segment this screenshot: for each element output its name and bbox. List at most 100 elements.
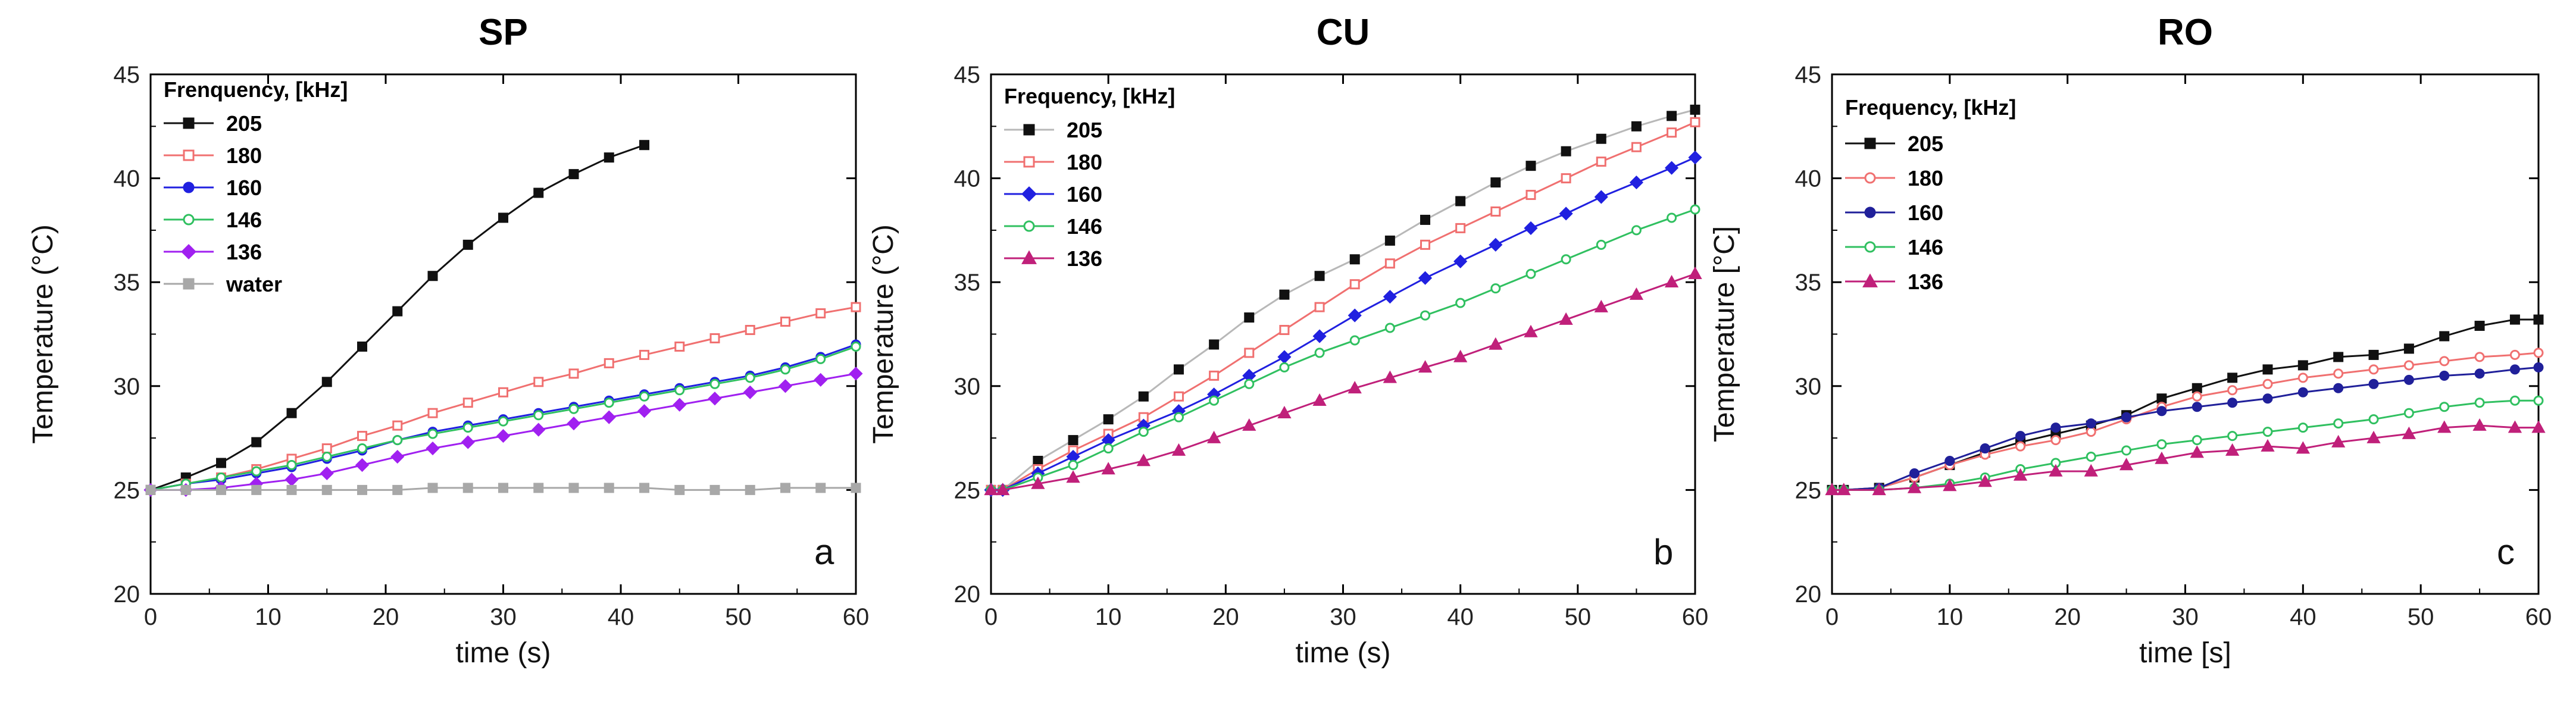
- y-tick-label: 45: [954, 62, 981, 88]
- legend-label: 136: [226, 240, 262, 264]
- data-point: [1314, 271, 1325, 281]
- data-point: [674, 385, 685, 396]
- series-205: [1827, 314, 2544, 495]
- data-point: [639, 349, 649, 360]
- data-point: [2472, 418, 2487, 431]
- data-point: [1349, 335, 1360, 346]
- data-point: [708, 392, 722, 406]
- data-point: [996, 483, 1010, 496]
- legend-title: Frequency, [kHz]: [1845, 95, 2016, 120]
- data-point: [568, 169, 579, 180]
- data-point: [427, 483, 438, 493]
- series-line: [991, 108, 1696, 491]
- data-point: [851, 341, 861, 352]
- data-point: [1490, 206, 1501, 217]
- data-point: [1173, 391, 1184, 402]
- legend-marker: [181, 244, 196, 259]
- legend: Frequency, [kHz] 205 180 160 146 136: [1845, 95, 2016, 294]
- data-point: [251, 437, 262, 447]
- data-point: [321, 443, 332, 454]
- data-point: [2439, 356, 2450, 367]
- data-point: [216, 458, 226, 468]
- data-point: [392, 435, 403, 446]
- chart-panel-sp: SP 0 10 20 30 40 50 60 20 25 30 35 40 45 time (s) Tempe…: [27, 12, 869, 669]
- data-point: [1909, 468, 1920, 478]
- legend-marker: [1023, 124, 1035, 136]
- y-tick-label: 45: [1795, 62, 1822, 88]
- data-point: [743, 385, 757, 399]
- y-axis-label: Temperature [°C]: [1709, 226, 1740, 442]
- legend-marker: [183, 117, 195, 129]
- data-point: [2015, 441, 2026, 452]
- legend-title: Frenquency, [kHz]: [164, 77, 348, 102]
- data-point: [2049, 464, 2063, 477]
- data-point: [780, 483, 790, 493]
- y-tick-label: 20: [954, 581, 981, 608]
- data-point: [2333, 352, 2344, 362]
- legend-marker: [183, 214, 195, 226]
- data-point: [1490, 177, 1501, 188]
- data-point: [427, 428, 438, 439]
- y-tick-label: 30: [114, 374, 140, 400]
- data-point: [780, 364, 790, 375]
- series-line: [1832, 399, 2539, 491]
- x-tick-label: 20: [1212, 604, 1239, 630]
- y-tick-label: 35: [114, 270, 140, 296]
- data-point: [604, 483, 614, 493]
- data-point: [745, 484, 755, 495]
- data-point: [709, 484, 720, 495]
- data-point: [2403, 343, 2414, 354]
- data-point: [2296, 441, 2310, 454]
- x-tick-label: 50: [2408, 604, 2434, 630]
- data-point: [2474, 321, 2485, 331]
- data-point: [1383, 370, 1398, 383]
- data-point: [2297, 422, 2308, 433]
- data-point: [1594, 190, 1608, 204]
- data-point: [216, 472, 226, 483]
- x-tick-label: 40: [608, 604, 634, 630]
- legend-marker: [183, 149, 195, 161]
- data-point: [639, 140, 649, 151]
- legend-marker: [1864, 206, 1876, 218]
- data-point: [390, 449, 405, 464]
- x-tick-label: 0: [144, 604, 157, 630]
- series-line: [991, 157, 1696, 491]
- data-point: [321, 484, 332, 495]
- data-point: [1314, 302, 1325, 312]
- data-point: [673, 398, 687, 412]
- data-point: [1837, 483, 1851, 496]
- data-point: [639, 483, 649, 493]
- data-point: [286, 459, 297, 470]
- data-point: [1980, 443, 1990, 454]
- data-point: [392, 420, 403, 431]
- data-point: [2437, 420, 2452, 433]
- x-tick-label: 30: [490, 604, 517, 630]
- data-point: [498, 387, 508, 398]
- x-tick-label: 30: [1330, 604, 1356, 630]
- data-point: [1943, 478, 1957, 492]
- data-point: [637, 404, 652, 418]
- y-tick-label: 35: [1795, 270, 1822, 296]
- data-point: [357, 443, 367, 454]
- data-point: [568, 403, 579, 414]
- data-point: [1872, 483, 1886, 496]
- x-tick-label: 10: [1937, 604, 1964, 630]
- data-point: [2439, 331, 2450, 342]
- data-point: [2474, 352, 2485, 362]
- data-point: [1314, 348, 1325, 358]
- data-point: [1455, 298, 1466, 308]
- data-point: [2509, 314, 2520, 325]
- data-point: [815, 483, 826, 493]
- data-point: [1594, 299, 1608, 312]
- legend-marker: [1021, 186, 1037, 202]
- data-point: [1244, 348, 1255, 358]
- y-tick-label: 45: [114, 62, 140, 88]
- data-point: [1688, 267, 1702, 280]
- x-tick-label: 20: [373, 604, 399, 630]
- legend-label: 146: [1908, 235, 1943, 259]
- x-tick-label: 20: [2054, 604, 2081, 630]
- y-tick-label: 35: [954, 270, 981, 296]
- y-tick-label: 40: [954, 166, 981, 192]
- y-axis-label: Temperature (°C): [27, 224, 59, 444]
- data-point: [1629, 287, 1644, 300]
